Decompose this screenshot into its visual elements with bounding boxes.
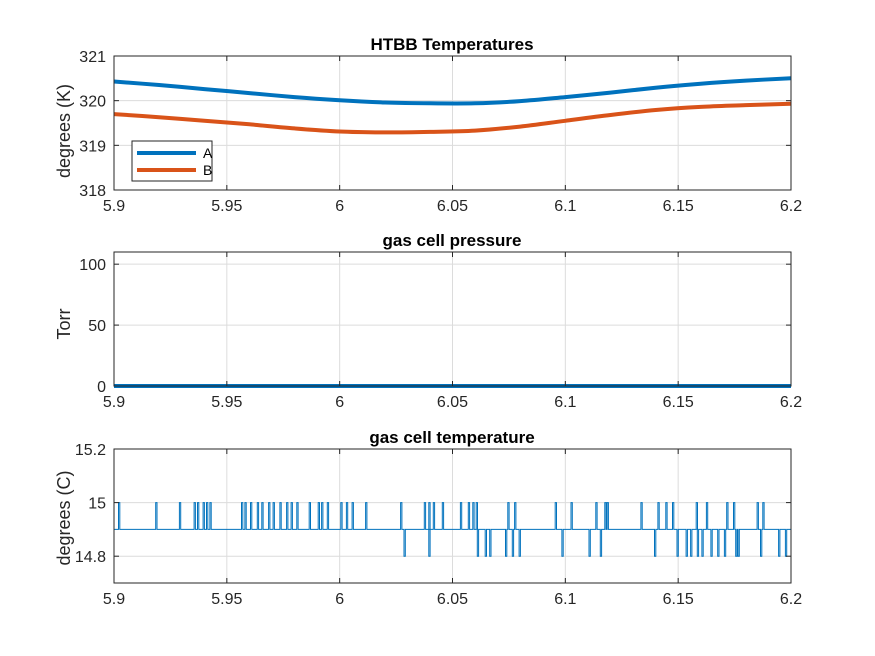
series-line-a	[113, 76, 792, 106]
panel-htbb-temperatures: HTBB Temperatures degrees (K) 5.9 5.95 6 6.…	[54, 35, 802, 215]
x-tick-label: 6	[335, 591, 344, 608]
y-axis-label: degrees (C)	[54, 470, 74, 565]
x-tick-label: 6.05	[437, 198, 468, 215]
y-tick-label: 14.8	[75, 549, 106, 566]
x-tick-label: 5.9	[103, 198, 125, 215]
series-line-b	[113, 101, 792, 135]
x-tick-label: 5.95	[211, 591, 242, 608]
legend-label: B	[203, 162, 212, 178]
x-tick-label: 6.1	[554, 198, 576, 215]
x-tick-label: 6.05	[437, 394, 468, 411]
y-tick-label: 50	[88, 318, 106, 335]
y-tick-label: 321	[79, 49, 106, 66]
x-tick-label: 5.9	[103, 394, 125, 411]
x-tick-label: 6.2	[780, 591, 802, 608]
legend-box	[131, 140, 213, 182]
y-axis-label: degrees (K)	[54, 84, 74, 178]
x-tick-label: 5.95	[211, 394, 242, 411]
legend-label: A	[203, 145, 213, 161]
panel-gas-cell-temperature: gas cell temperature degrees (C) 5.9 5.95…	[54, 428, 802, 608]
x-tick-label: 6.05	[437, 591, 468, 608]
y-tick-label: 15.2	[75, 442, 106, 459]
x-tick-label: 6	[335, 394, 344, 411]
x-tick-label: 6.1	[554, 394, 576, 411]
y-tick-label: 100	[79, 257, 106, 274]
chart-title: gas cell temperature	[369, 428, 534, 447]
y-axis-label: Torr	[54, 308, 74, 339]
y-tick-label: 318	[79, 183, 106, 200]
x-tick-label: 6.2	[780, 198, 802, 215]
x-tick-label: 6.2	[780, 394, 802, 411]
y-tick-label: 0	[97, 379, 106, 396]
x-tick-label: 5.9	[103, 591, 125, 608]
chart-title: HTBB Temperatures	[370, 35, 533, 54]
x-tick-label: 6.1	[554, 591, 576, 608]
x-tick-label: 6.15	[663, 591, 694, 608]
y-tick-label: 15	[88, 496, 106, 513]
x-tick-label: 6	[335, 198, 344, 215]
x-tick-label: 5.95	[211, 198, 242, 215]
y-tick-label: 319	[79, 138, 106, 155]
chart-title: gas cell pressure	[383, 231, 522, 250]
panel-gas-cell-pressure: gas cell pressure Torr 5.9 5.95 6 6.05 6.1 6.…	[54, 231, 802, 411]
x-tick-label: 6.15	[663, 198, 694, 215]
y-tick-label: 320	[79, 94, 106, 111]
x-tick-label: 6.15	[663, 394, 694, 411]
series-line	[114, 502, 791, 557]
